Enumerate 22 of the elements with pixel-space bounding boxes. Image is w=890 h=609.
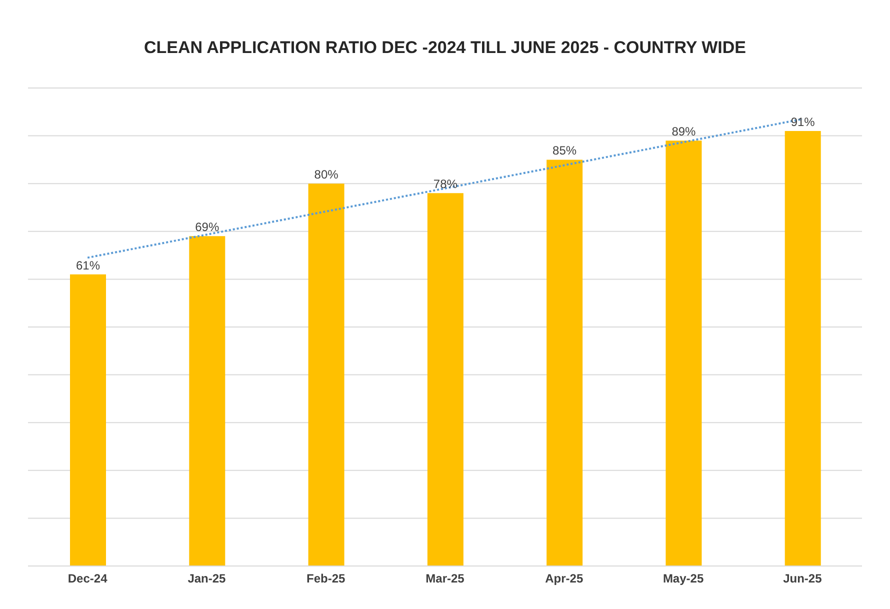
chart-title: CLEAN APPLICATION RATIO DEC -2024 TILL JUNE 2025 - COUNTRY WIDE — [142, 37, 747, 59]
x-tick-label: Mar-25 — [426, 572, 465, 586]
bar — [70, 274, 106, 566]
data-label: 91% — [790, 115, 816, 130]
bar — [546, 160, 583, 566]
bar — [784, 131, 821, 566]
bar — [189, 236, 226, 566]
x-tick-label: Dec-24 — [68, 572, 108, 586]
x-tick-label: Feb-25 — [306, 572, 346, 586]
data-label: 61% — [76, 258, 100, 272]
data-label: 85% — [552, 144, 577, 158]
data-label: 89% — [672, 124, 696, 139]
data-label: 80% — [314, 168, 339, 182]
x-tick-label: Jan-25 — [188, 572, 226, 586]
bar — [666, 140, 702, 566]
data-label: 78% — [433, 177, 458, 192]
x-tick-label: Jun-25 — [783, 572, 822, 586]
bar — [427, 193, 464, 566]
bar — [308, 184, 344, 566]
data-label: 69% — [195, 220, 220, 234]
x-tick-label: Apr-25 — [545, 572, 584, 586]
x-tick-label: May-25 — [662, 572, 704, 586]
